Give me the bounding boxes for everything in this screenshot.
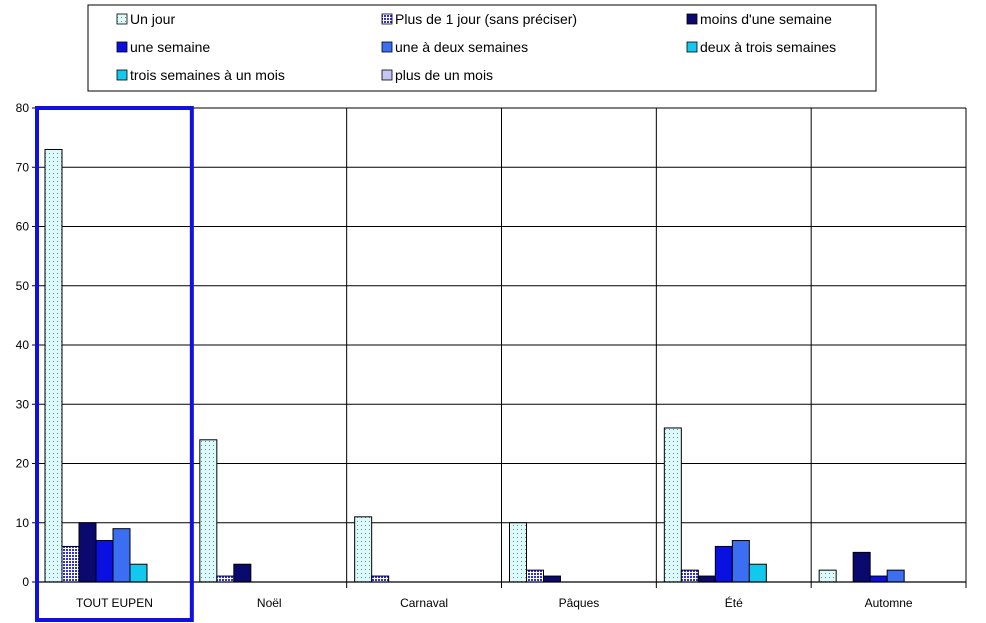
y-tick-label-30: 30 [16,397,30,411]
x-tick-label-carnaval: Carnaval [400,596,448,610]
legend-label-deux-a-trois-semaines: deux à trois semaines [700,39,836,55]
bar-tout-eupen-moins-d-une-semaine [78,522,97,583]
y-tick-label-70: 70 [16,160,30,174]
bar-paques-plus-de-1-jour-sans-preciser [526,569,544,583]
bar-ete-deux-a-trois-semaines [748,563,767,583]
bar-ete-une-a-deux-semaines [731,540,750,583]
legend-label-un-jour: Un jour [130,11,175,27]
x-tick-label-noel: Noël [257,596,282,610]
bar-tout-eupen-une-semaine [95,540,114,583]
bar-noel-plus-de-1-jour-sans-preciser [216,575,235,583]
bar-paques-un-jour [509,522,527,583]
x-tick-label-tout-eupen: TOUT EUPEN [76,596,153,610]
bar-ete-moins-d-une-semaine [697,575,716,583]
bar-tout-eupen-deux-a-trois-semaines [129,563,148,583]
legend-swatch-un-jour [116,13,128,25]
legend-swatch-plus-de-un-mois [381,69,393,81]
x-tick-label-paques: Pâques [559,596,600,610]
bar-ete-une-semaine [714,545,733,583]
legend-swatch-deux-a-trois-semaines [686,41,698,53]
y-tick-label-60: 60 [16,220,30,234]
bar-tout-eupen-plus-de-1-jour-sans-preciser [61,545,80,583]
x-tick-label-automne: Automne [865,596,913,610]
bar-ete-plus-de-1-jour-sans-preciser [680,569,699,583]
legend-label-une-a-deux-semaines: une à deux semaines [395,39,528,55]
plot-area: 0 10 20 30 40 50 60 70 80 TOUT EUPEN Noël Carnaval… [16,101,967,622]
bar-noel-moins-d-une-semaine [233,563,252,583]
bar-automne-un-jour [818,569,837,583]
bar-automne-une-semaine [869,575,888,583]
legend-label-trois-semaines-a-un-mois: trois semaines à un mois [130,67,285,83]
bar-automne-une-a-deux-semaines [886,569,905,583]
bar-tout-eupen-un-jour [44,148,63,583]
legend-label-plus-de-un-mois: plus de un mois [395,67,493,83]
bar-automne-moins-d-une-semaine [852,551,871,583]
y-tick-label-0: 0 [22,575,29,589]
x-tick-label-ete: Été [725,595,743,610]
legend-label-plus-de-1-jour-sans-preciser: Plus de 1 jour (sans préciser) [395,11,577,27]
legend-swatch-une-a-deux-semaines [381,41,393,53]
legend-swatch-moins-d-une-semaine [686,13,698,25]
bar-carnaval-un-jour [354,516,373,583]
bar-carnaval-plus-de-1-jour-sans-preciser [371,575,390,583]
bar-paques-moins-d-une-semaine [543,575,561,583]
y-tick-label-20: 20 [16,457,30,471]
legend-swatch-plus-de-1-jour-sans-preciser [381,13,393,25]
y-tick-label-10: 10 [16,516,30,530]
y-tick-label-40: 40 [16,338,30,352]
legend-swatch-trois-semaines-a-un-mois [116,69,128,81]
bar-tout-eupen-une-a-deux-semaines [112,528,131,583]
bar-noel-un-jour [199,439,218,583]
legend-swatch-une-semaine [116,41,128,53]
legend: Un jour Plus de 1 jour (sans préciser) moi… [87,4,877,92]
legend-frame [87,4,877,92]
y-tick-label-50: 50 [16,279,30,293]
y-tick-label-80: 80 [16,101,30,115]
legend-label-une-semaine: une semaine [130,39,210,55]
legend-label-moins-d-une-semaine: moins d'une semaine [700,11,832,27]
highlight-frame-tout-eupen [35,106,194,622]
bar-ete-un-jour [663,427,682,583]
